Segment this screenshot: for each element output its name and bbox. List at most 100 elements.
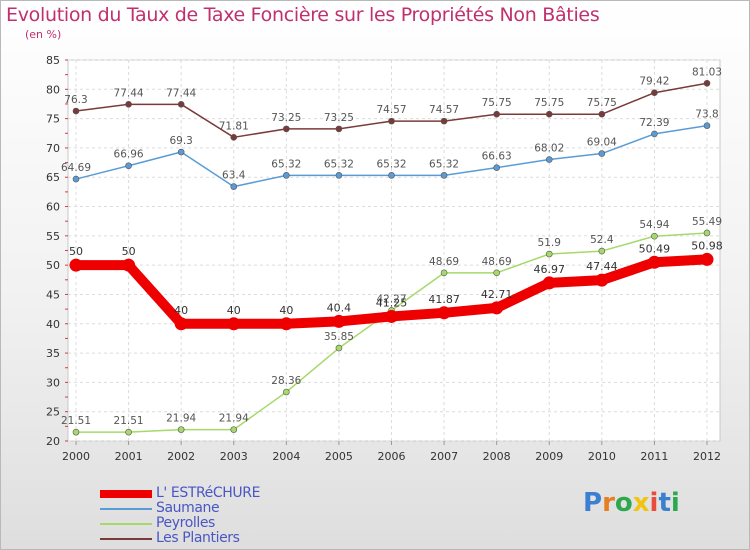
y-tick-label: 55 xyxy=(46,230,60,243)
data-point-peyrolles xyxy=(440,269,448,277)
x-tick-label: 2005 xyxy=(325,450,353,463)
data-label-les-plantiers: 74.57 xyxy=(376,104,406,116)
data-label-peyrolles: 51.9 xyxy=(538,237,561,249)
data-point-saumane xyxy=(230,183,238,190)
unit-label: (en %) xyxy=(25,28,62,41)
legend-swatch xyxy=(100,508,152,510)
data-label-peyrolles: 48.69 xyxy=(482,256,512,268)
data-point-peyrolles xyxy=(703,229,711,237)
data-point-saumane xyxy=(72,175,80,183)
logo-letter: t xyxy=(658,488,671,518)
data-point-les-plantiers xyxy=(335,125,343,133)
data-point-peyrolles xyxy=(230,426,238,433)
data-point-l-estr-chure xyxy=(227,317,241,331)
data-label-l-estr-chure: 42.71 xyxy=(481,288,513,301)
data-point-saumane xyxy=(598,150,606,157)
data-label-l-estr-chure: 50.98 xyxy=(691,239,723,252)
data-label-peyrolles: 35.85 xyxy=(324,331,354,343)
data-point-peyrolles xyxy=(545,250,553,258)
data-label-saumane: 68.02 xyxy=(534,143,564,155)
data-label-l-estr-chure: 50 xyxy=(69,245,83,258)
data-point-l-estr-chure xyxy=(385,309,398,323)
data-point-l-estr-chure xyxy=(122,258,136,272)
data-label-peyrolles: 21.94 xyxy=(219,413,249,425)
data-point-saumane xyxy=(177,148,185,156)
data-label-l-estr-chure: 50.49 xyxy=(639,242,671,255)
y-tick-label: 80 xyxy=(46,83,60,96)
x-tick-label: 2003 xyxy=(220,450,248,463)
y-tick-label: 40 xyxy=(46,318,60,331)
y-tick-label: 60 xyxy=(46,201,60,214)
y-tick-label: 70 xyxy=(46,142,60,155)
x-tick-label: 2001 xyxy=(115,450,143,463)
data-point-les-plantiers xyxy=(177,101,185,108)
plot-area xyxy=(67,59,721,442)
data-label-peyrolles: 28.36 xyxy=(271,375,301,387)
data-point-les-plantiers xyxy=(230,134,238,141)
logo-letter: x xyxy=(632,488,650,518)
data-point-saumane xyxy=(440,172,448,179)
data-point-l-estr-chure xyxy=(490,301,504,315)
data-label-saumane: 66.63 xyxy=(482,151,512,163)
data-label-saumane: 65.32 xyxy=(271,158,301,170)
data-point-saumane xyxy=(388,172,395,179)
data-label-saumane: 65.32 xyxy=(376,158,406,170)
data-point-les-plantiers xyxy=(283,125,290,133)
data-label-l-estr-chure: 40.4 xyxy=(327,301,352,314)
legend-label: Les Plantiers xyxy=(156,530,240,546)
legend-swatch xyxy=(100,523,152,525)
y-tick-label: 20 xyxy=(46,435,60,448)
data-label-saumane: 63.4 xyxy=(222,170,246,182)
data-label-peyrolles: 21.51 xyxy=(114,415,144,427)
data-point-les-plantiers xyxy=(125,101,132,108)
data-point-les-plantiers xyxy=(545,110,553,118)
data-point-les-plantiers xyxy=(703,79,711,87)
data-label-peyrolles: 21.94 xyxy=(166,413,196,425)
data-label-les-plantiers: 79.42 xyxy=(639,76,669,88)
data-label-les-plantiers: 71.81 xyxy=(219,120,249,132)
data-label-saumane: 72.39 xyxy=(639,117,669,129)
data-point-peyrolles xyxy=(335,344,343,352)
data-label-les-plantiers: 76.3 xyxy=(64,94,87,106)
data-point-l-estr-chure xyxy=(595,273,609,287)
data-label-les-plantiers: 77.44 xyxy=(166,87,196,99)
data-point-l-estr-chure xyxy=(174,317,188,331)
x-tick-label: 2007 xyxy=(430,450,458,463)
data-point-l-estr-chure xyxy=(69,258,83,272)
logo-letter: P xyxy=(583,488,603,518)
data-label-saumane: 73.8 xyxy=(695,109,718,121)
data-label-les-plantiers: 75.75 xyxy=(534,97,564,109)
data-point-l-estr-chure xyxy=(700,252,714,266)
data-label-peyrolles: 55.49 xyxy=(692,216,722,228)
y-tick-label: 65 xyxy=(46,171,60,184)
y-tick-label: 30 xyxy=(46,376,60,389)
data-label-l-estr-chure: 40 xyxy=(174,304,188,317)
data-label-l-estr-chure: 40 xyxy=(279,304,293,317)
x-tick-label: 2011 xyxy=(640,450,668,463)
data-point-l-estr-chure xyxy=(542,276,556,290)
data-label-les-plantiers: 75.75 xyxy=(587,97,617,109)
data-point-saumane xyxy=(703,122,711,129)
data-point-peyrolles xyxy=(598,247,606,255)
data-label-saumane: 65.32 xyxy=(324,158,354,170)
data-point-peyrolles xyxy=(493,269,500,277)
x-tick-label: 2012 xyxy=(693,450,721,463)
data-label-peyrolles: 54.94 xyxy=(639,219,669,231)
data-point-l-estr-chure xyxy=(332,314,346,328)
x-tick-label: 2008 xyxy=(483,450,511,463)
x-tick-label: 2009 xyxy=(535,450,563,463)
x-tick-label: 2010 xyxy=(588,450,616,463)
legend-label: Saumane xyxy=(156,500,220,516)
x-tick-label: 2004 xyxy=(272,450,300,463)
x-tick-label: 2000 xyxy=(62,450,90,463)
logo-letter: o xyxy=(614,488,633,518)
data-label-peyrolles: 21.51 xyxy=(61,415,91,427)
logo-letter: i xyxy=(670,488,680,518)
data-point-saumane xyxy=(493,164,500,171)
legend-label: L' ESTRéCHURE xyxy=(156,485,261,501)
data-point-les-plantiers xyxy=(440,117,448,125)
data-label-peyrolles: 42.27 xyxy=(376,293,406,305)
data-point-saumane xyxy=(651,130,658,138)
y-tick-label: 45 xyxy=(46,288,60,301)
